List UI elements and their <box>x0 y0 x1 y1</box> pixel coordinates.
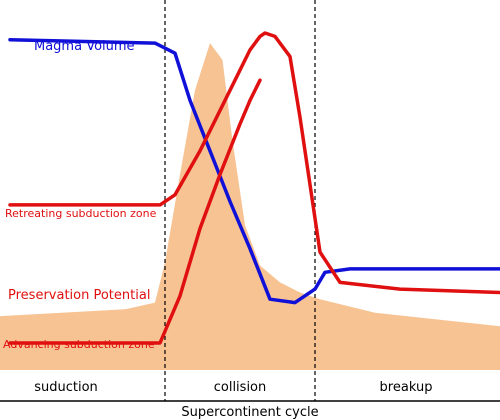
advancing-subduction-zone-line <box>8 78 262 345</box>
magma-volume-label: Magma Volume <box>34 39 135 54</box>
retreating-subduction-label: Retreating subduction zone <box>5 207 157 220</box>
phase-label-collision: collision <box>214 380 267 395</box>
advancing-subduction-label: Advancing subduction zone <box>3 338 155 351</box>
series-line-layer <box>8 31 500 345</box>
preservation-potential-label: Preservation Potential <box>8 288 150 303</box>
phase-label-suduction: suduction <box>34 380 98 395</box>
retreating-subduction-zone-line <box>8 31 500 295</box>
phase-boundary-layer <box>164 0 316 401</box>
phase-label-breakup: breakup <box>380 380 433 395</box>
magma-volume-line <box>8 37 500 305</box>
preservation-potential-area-layer <box>0 43 500 370</box>
x-axis-label: Supercontinent cycle <box>181 405 318 420</box>
preservation-potential-area <box>0 43 500 370</box>
